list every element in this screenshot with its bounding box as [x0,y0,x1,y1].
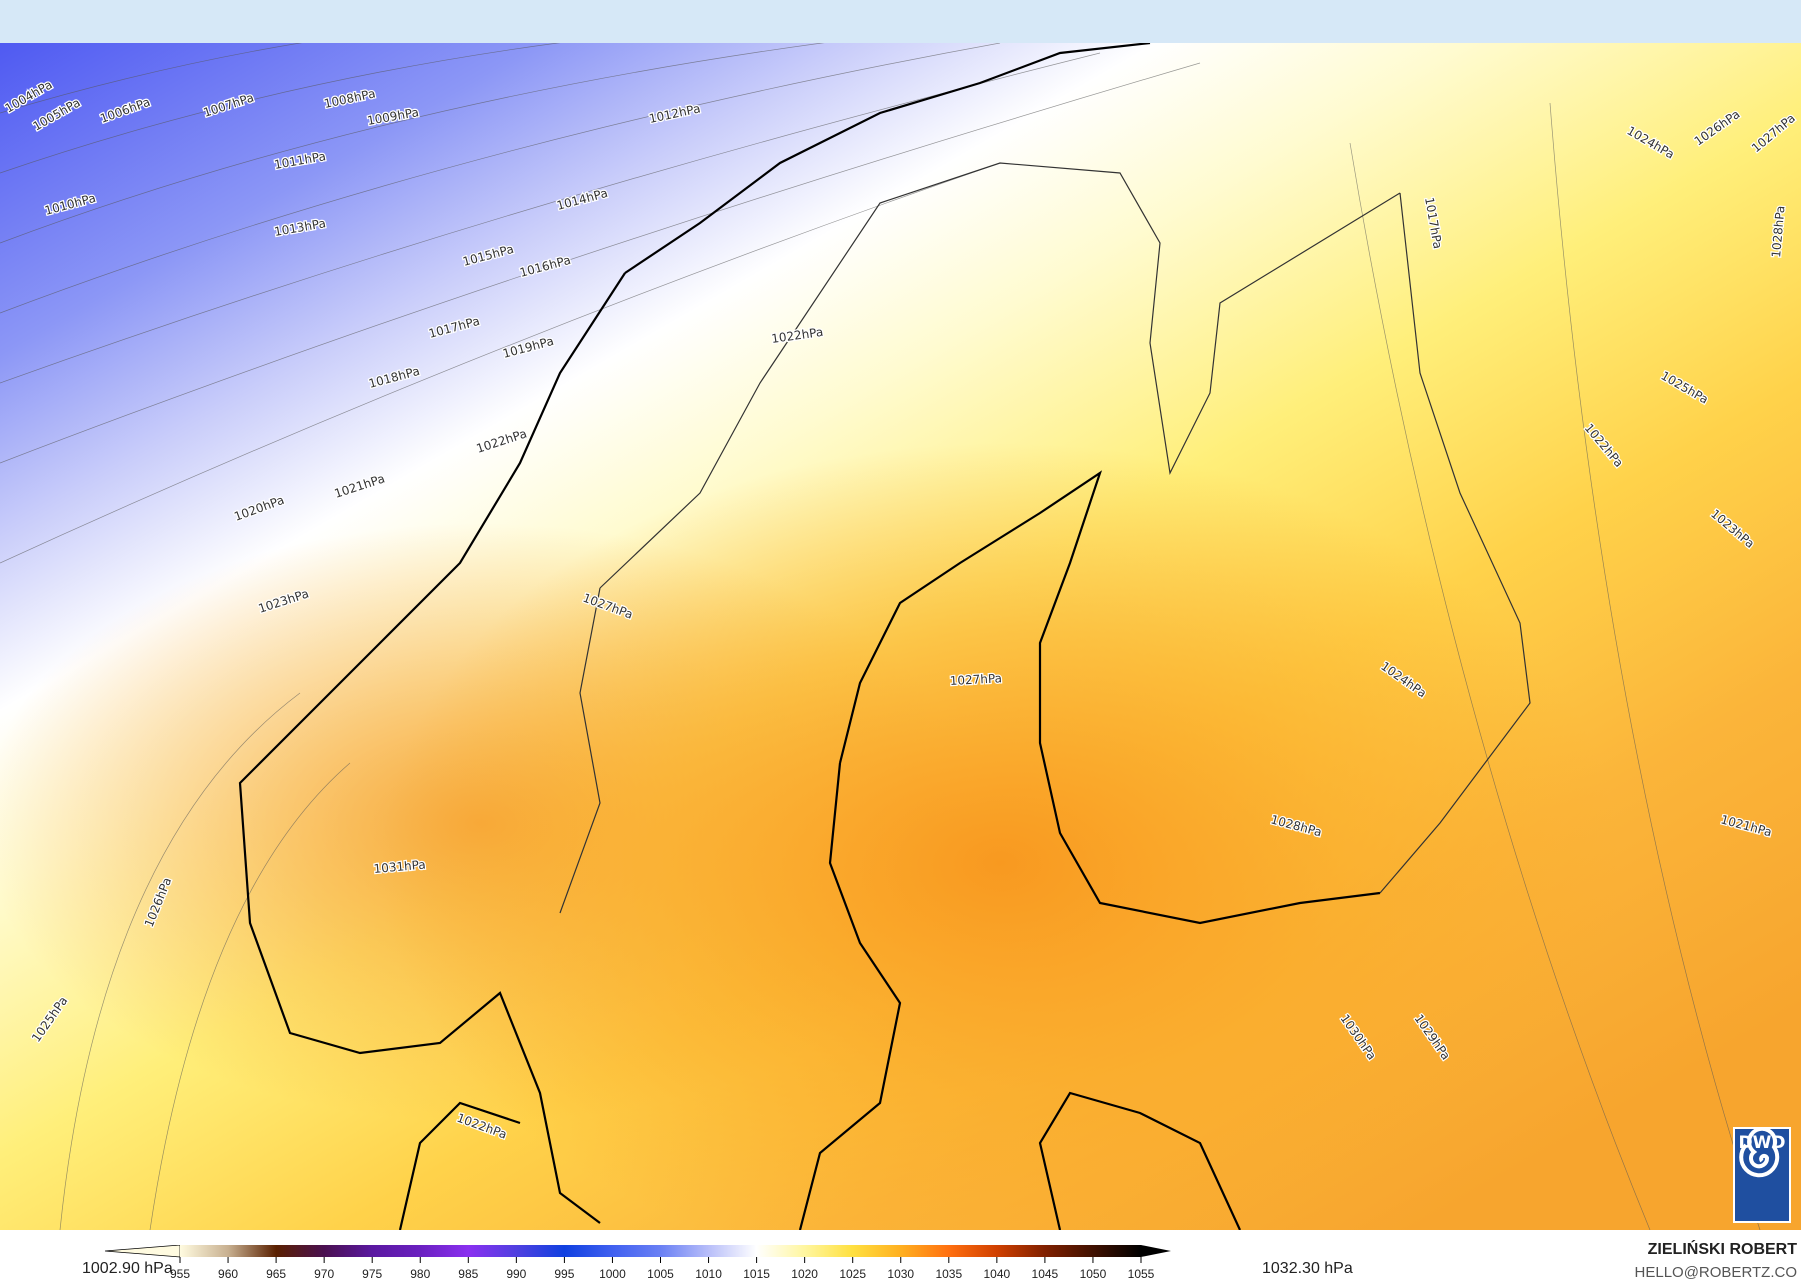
isobar-label: 1028hPa [1769,205,1787,258]
isobar-label: 1009hPa [366,105,420,128]
colorbar-tick-label: 975 [362,1267,383,1281]
isobar-label: 1021hPa [333,471,387,500]
isobar-label: 1011hPa [273,149,327,172]
isobar-label: 1017hPa [1422,196,1445,250]
colorbar-tick-label: 995 [554,1267,575,1281]
colorbar-tick-label: 985 [458,1267,479,1281]
isobar-label: 1005hPa [31,95,83,133]
pressure-map: 1004hPa 1005hPa 1006hPa 1007hPa 1008hPa … [0,43,1801,1230]
colorbar-tick-label: 955 [169,1267,191,1281]
colorbar-tick-label: 970 [314,1267,335,1281]
isobar-label: 1022hPa [475,426,529,455]
isobar-label: 1018hPa [367,364,421,391]
colorbar-tick-label: 1050 [1079,1267,1107,1281]
colorbar-tick-label: 1030 [887,1267,915,1281]
top-bar [0,0,1801,43]
isobar-label: 1027hPa [1749,111,1798,155]
isobar-label: 1006hPa [98,95,152,126]
max-pressure-label: 1032.30 hPa [1262,1260,1353,1277]
colorbar-tick-label: 1000 [599,1267,626,1281]
colorbar-tick-label: 990 [506,1267,527,1281]
isobar-label: 1023hPa [1708,507,1757,551]
author-email[interactable]: HELLO@ROBERTZ.CO [1634,1264,1797,1281]
isobar-label: 1024hPa [1378,659,1429,700]
colorbar-max-arrow [1141,1245,1171,1257]
colorbar-tick-label: 1045 [1031,1267,1059,1281]
borders [559,162,1531,914]
isobar-label: 1027hPa [949,671,1002,688]
coastlines [238,43,1381,1230]
min-pressure-label: 1002.90 hPa [82,1260,173,1277]
isobar-label: 1027hPa [581,591,635,622]
isobar-label: 1004hPa [3,77,55,115]
dwd-logo: DWD [1733,1127,1791,1223]
author-name: ZIELIŃSKI ROBERT [1647,1241,1797,1258]
isobar-label: 1014hPa [555,186,609,213]
isobar-label: 1022hPa [455,1111,509,1142]
isobar-lines [0,43,1761,1230]
colorbar-tick-label: 1010 [695,1267,722,1281]
isobar-label: 1023hPa [257,586,311,615]
isobar-label: 1021hPa [1719,812,1773,839]
colorbar-tick-label: 1020 [791,1267,818,1281]
colorbar-tick-label: 965 [266,1267,287,1281]
isobar-label: 1025hPa [29,994,70,1045]
colorbar-tick-label: 1055 [1127,1267,1155,1281]
isobar-label: 1008hPa [323,86,377,111]
colorbar-tick-label: 1005 [647,1267,674,1281]
isobar-label: 1024hPa [1625,123,1677,161]
colorbar-tick-label: 1040 [983,1267,1011,1281]
isobar-label: 1026hPa [142,875,175,929]
isobar-label: 1015hPa [461,242,515,269]
colorbar [104,1245,1171,1263]
isobar-label: 1022hPa [770,325,824,346]
isobar-label: 1020hPa [232,493,286,524]
colorbar-tick-label: 1035 [935,1267,963,1281]
colorbar-tick-label: 1015 [743,1267,770,1281]
isobar-label: 1029hPa [1412,1012,1453,1063]
colorbar-tick-label: 1025 [839,1267,867,1281]
legend-footer: 1002.90 hPa 955 960 965 970 975 980 985 990 995 1… [0,1230,1801,1287]
isobar-label: 1010hPa [43,191,97,218]
isobar-label: 1030hPa [1338,1012,1379,1063]
isobar-label: 1017hPa [427,314,481,341]
isobar-label: 1012hPa [648,101,702,126]
map-overlay: 1004hPa 1005hPa 1006hPa 1007hPa 1008hPa … [0,43,1799,1230]
isobar-label: 1013hPa [273,216,327,239]
swirl-icon [1739,1129,1780,1178]
colorbar-tick-label: 980 [410,1267,431,1281]
isobar-label: 1016hPa [518,253,572,280]
colorbar-min-arrow [104,1245,181,1258]
colorbar-gradient [180,1245,1141,1257]
colorbar-tick-label: 960 [218,1267,239,1281]
isobar-label: 1028hPa [1269,812,1323,839]
isobar-label: 1025hPa [1659,368,1711,406]
isobar-label: 1026hPa [1692,107,1743,148]
isobar-label: 1007hPa [202,90,256,119]
isobar-label: 1031hPa [373,857,426,875]
